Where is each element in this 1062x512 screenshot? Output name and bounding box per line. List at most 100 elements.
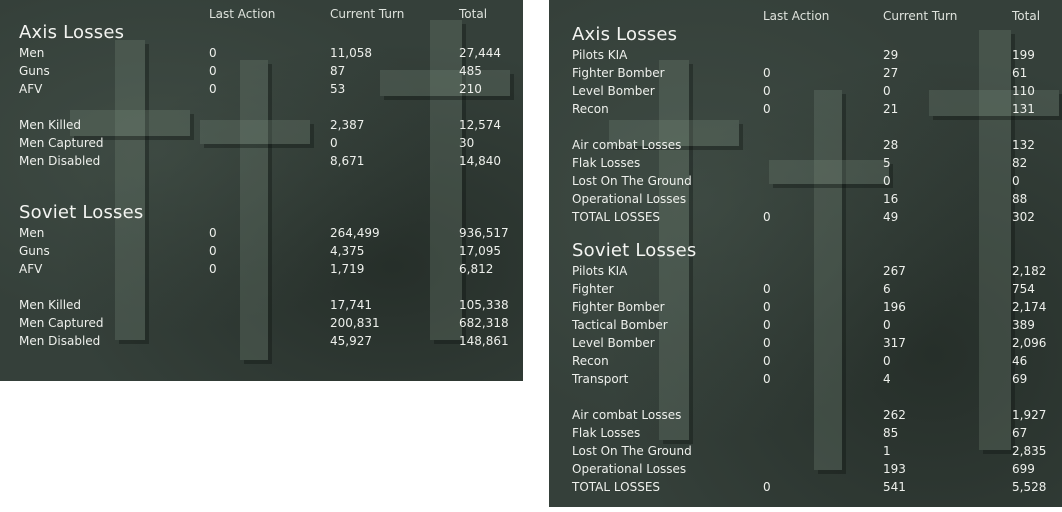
total-value: 936,517	[459, 226, 509, 240]
row-label: Men Captured	[19, 316, 104, 330]
total-value: 105,338	[459, 298, 509, 312]
current-turn-value: 27	[883, 66, 899, 80]
row-label: Recon	[572, 354, 609, 368]
total-value: 27,444	[459, 46, 501, 60]
row-label: Air combat Losses	[572, 138, 682, 152]
table-row: Recon 0 0 46	[549, 354, 1062, 372]
row-label: Pilots KIA	[572, 264, 628, 278]
total-value: 699	[1012, 462, 1035, 476]
table-row: Flak Losses 5 82	[549, 156, 1062, 174]
current-turn-value: 0	[883, 174, 891, 188]
total-value: 30	[459, 136, 475, 150]
table-row: Fighter Bomber 0 196 2,174	[549, 300, 1062, 318]
soviet-losses-title: Soviet Losses	[572, 240, 697, 261]
ground-losses-panel: Last Action Current Turn Total Axis Loss…	[0, 0, 523, 381]
row-label: Tactical Bomber	[572, 318, 668, 332]
table-row: Flak Losses 85 67	[549, 426, 1062, 444]
current-turn-value: 541	[883, 480, 906, 494]
row-label: Flak Losses	[572, 156, 641, 170]
axis-losses-title: Axis Losses	[572, 24, 678, 45]
table-row: Fighter Bomber 0 27 61	[549, 66, 1062, 84]
table-row: Lost On The Ground 0 0	[549, 174, 1062, 192]
table-row: TOTAL LOSSES 0 541 5,528	[549, 480, 1062, 498]
table-row: Men Disabled 8,671 14,840	[0, 154, 523, 172]
current-turn-value: 267	[883, 264, 906, 278]
total-value: 14,840	[459, 154, 501, 168]
last-action-value: 0	[763, 372, 771, 386]
row-label: Flak Losses	[572, 426, 641, 440]
row-label: Level Bomber	[572, 336, 655, 350]
total-value: 754	[1012, 282, 1035, 296]
last-action-value: 0	[763, 210, 771, 224]
last-action-value: 0	[763, 318, 771, 332]
table-row: Level Bomber 0 0 110	[549, 84, 1062, 102]
total-value: 17,095	[459, 244, 501, 258]
current-turn-value: 45,927	[330, 334, 372, 348]
header-total: Total	[459, 7, 488, 21]
total-value: 389	[1012, 318, 1035, 332]
row-label: Level Bomber	[572, 84, 655, 98]
table-row: Recon 0 21 131	[549, 102, 1062, 120]
current-turn-value: 193	[883, 462, 906, 476]
last-action-value: 0	[209, 82, 217, 96]
total-value: 110	[1012, 84, 1035, 98]
current-turn-value: 16	[883, 192, 899, 206]
row-label: Lost On The Ground	[572, 174, 692, 188]
current-turn-value: 11,058	[330, 46, 372, 60]
current-turn-value: 87	[330, 64, 346, 78]
row-label: AFV	[19, 262, 43, 276]
row-label: Guns	[19, 244, 50, 258]
row-label: AFV	[19, 82, 43, 96]
total-value: 67	[1012, 426, 1028, 440]
table-row: Operational Losses 16 88	[549, 192, 1062, 210]
current-turn-value: 2,387	[330, 118, 365, 132]
total-value: 302	[1012, 210, 1035, 224]
row-label: Men Disabled	[19, 154, 101, 168]
row-label: Transport	[572, 372, 629, 386]
last-action-value: 0	[209, 226, 217, 240]
current-turn-value: 4	[883, 372, 891, 386]
last-action-value: 0	[209, 262, 217, 276]
last-action-value: 0	[763, 354, 771, 368]
total-value: 5,528	[1012, 480, 1047, 494]
table-row: Men 0 11,058 27,444	[0, 46, 523, 64]
last-action-value: 0	[209, 46, 217, 60]
last-action-value: 0	[763, 300, 771, 314]
header-total: Total	[1012, 9, 1041, 23]
current-turn-value: 53	[330, 82, 346, 96]
total-value: 132	[1012, 138, 1035, 152]
row-label: Pilots KIA	[572, 48, 628, 62]
table-row: Fighter 0 6 754	[549, 282, 1062, 300]
current-turn-value: 21	[883, 102, 899, 116]
row-label: Recon	[572, 102, 609, 116]
row-label: Men	[19, 226, 45, 240]
current-turn-value: 262	[883, 408, 906, 422]
current-turn-value: 0	[883, 318, 891, 332]
current-turn-value: 29	[883, 48, 899, 62]
total-value: 2,096	[1012, 336, 1047, 350]
current-turn-value: 17,741	[330, 298, 372, 312]
table-row: Men Captured 0 30	[0, 136, 523, 154]
table-row: Operational Losses 193 699	[549, 462, 1062, 480]
header-current-turn: Current Turn	[330, 7, 405, 21]
last-action-value: 0	[763, 84, 771, 98]
total-value: 2,174	[1012, 300, 1047, 314]
table-row: Guns 0 87 485	[0, 64, 523, 82]
current-turn-value: 200,831	[330, 316, 380, 330]
table-row: Tactical Bomber 0 0 389	[549, 318, 1062, 336]
total-value: 131	[1012, 102, 1035, 116]
table-row: Air combat Losses 28 132	[549, 138, 1062, 156]
air-losses-panel: Last Action Current Turn Total Axis Loss…	[549, 0, 1062, 507]
last-action-value: 0	[209, 64, 217, 78]
table-row: Men Killed 17,741 105,338	[0, 298, 523, 316]
row-label: Operational Losses	[572, 192, 687, 206]
total-value: 61	[1012, 66, 1028, 80]
current-turn-value: 196	[883, 300, 906, 314]
current-turn-value: 85	[883, 426, 899, 440]
row-label: Men Disabled	[19, 334, 101, 348]
table-row: Pilots KIA 29 199	[549, 48, 1062, 66]
table-row: Transport 0 4 69	[549, 372, 1062, 390]
current-turn-value: 8,671	[330, 154, 365, 168]
row-label: TOTAL LOSSES	[572, 210, 661, 224]
table-row: Pilots KIA 267 2,182	[549, 264, 1062, 282]
